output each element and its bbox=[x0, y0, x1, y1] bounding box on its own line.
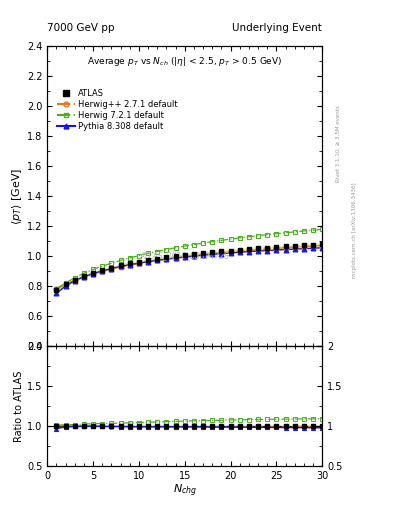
Text: 7000 GeV pp: 7000 GeV pp bbox=[47, 23, 115, 33]
Y-axis label: $\langle p_T \rangle$ [GeV]: $\langle p_T \rangle$ [GeV] bbox=[10, 167, 24, 225]
Text: Rivet 3.1.10, ≥ 3.5M events: Rivet 3.1.10, ≥ 3.5M events bbox=[336, 105, 341, 182]
Legend: ATLAS, Herwig++ 2.7.1 default, Herwig 7.2.1 default, Pythia 8.308 default: ATLAS, Herwig++ 2.7.1 default, Herwig 7.… bbox=[54, 86, 180, 134]
Text: Underlying Event: Underlying Event bbox=[232, 23, 322, 33]
Text: mcplots.cern.ch [arXiv:1306.3436]: mcplots.cern.ch [arXiv:1306.3436] bbox=[352, 183, 357, 278]
Text: Average $p_T$ vs $N_{ch}$ ($|\eta|$ < 2.5, $p_T$ > 0.5 GeV): Average $p_T$ vs $N_{ch}$ ($|\eta|$ < 2.… bbox=[87, 55, 283, 68]
Y-axis label: Ratio to ATLAS: Ratio to ATLAS bbox=[14, 370, 24, 442]
Text: ATLAS_2010_S8894728: ATLAS_2010_S8894728 bbox=[140, 251, 230, 261]
X-axis label: $N_{chg}$: $N_{chg}$ bbox=[173, 482, 197, 499]
